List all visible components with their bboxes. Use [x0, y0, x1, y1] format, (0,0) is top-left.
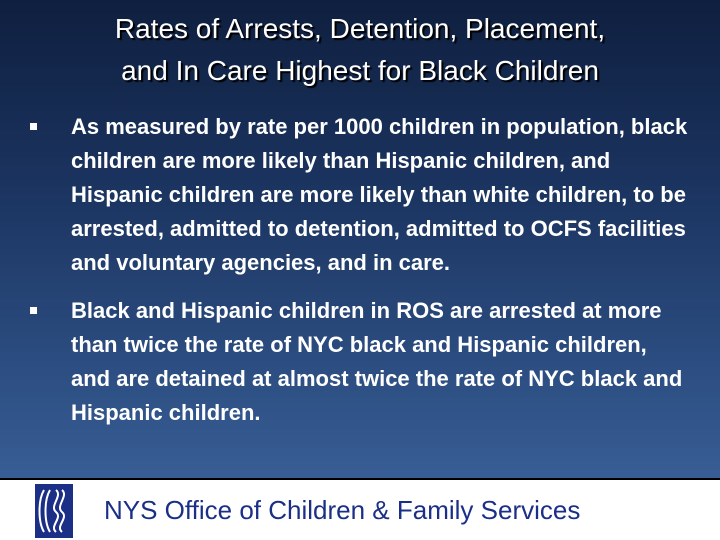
bullet-list: As measured by rate per 1000 children in…: [30, 110, 690, 430]
square-bullet-icon: [30, 123, 37, 130]
footer-bar: NYS Office of Children & Family Services: [0, 478, 720, 540]
bullet-item: Black and Hispanic children in ROS are a…: [30, 294, 690, 430]
title-line-2: and In Care Highest for Black Children: [121, 55, 599, 86]
bullet-item: As measured by rate per 1000 children in…: [30, 110, 690, 280]
organization-name: NYS Office of Children & Family Services: [104, 495, 581, 525]
ocfs-logo-icon: [35, 484, 73, 538]
bullet-text: Black and Hispanic children in ROS are a…: [71, 298, 683, 425]
bullet-text: As measured by rate per 1000 children in…: [71, 114, 688, 275]
square-bullet-icon: [30, 307, 37, 314]
slide-title: Rates of Arrests, Detention, Placement, …: [20, 8, 700, 92]
title-line-1: Rates of Arrests, Detention, Placement,: [114, 13, 606, 44]
